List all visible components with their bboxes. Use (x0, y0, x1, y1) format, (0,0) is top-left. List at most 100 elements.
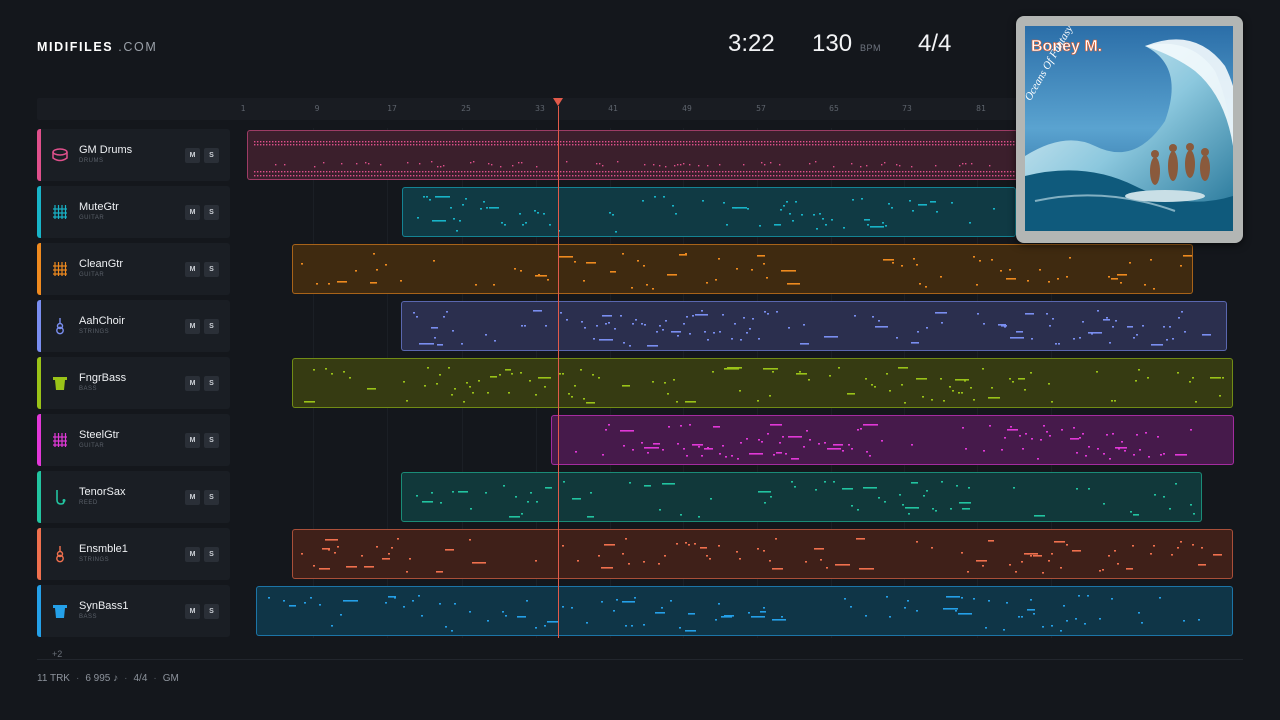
note (854, 315, 856, 317)
note (882, 222, 884, 224)
note (919, 283, 921, 285)
note (1144, 284, 1146, 286)
note (1198, 564, 1206, 566)
note (641, 323, 643, 325)
solo-button[interactable]: S (204, 205, 219, 220)
note (767, 171, 769, 173)
midi-clip-mutegtr[interactable] (402, 187, 1016, 237)
note (653, 141, 655, 143)
note (584, 144, 586, 146)
note (361, 555, 363, 557)
note (887, 175, 889, 177)
note (506, 144, 508, 146)
note (993, 208, 995, 210)
track-header-gm-drums[interactable]: GM Drums DRUMS M S (37, 129, 230, 181)
note (872, 175, 874, 177)
note (694, 543, 696, 545)
mute-button[interactable]: M (185, 262, 200, 277)
note (388, 596, 396, 598)
midi-clip-ensmble1[interactable] (292, 529, 1233, 579)
note (527, 171, 529, 173)
note (692, 444, 703, 446)
note (1033, 613, 1035, 615)
track-header-steelgtr[interactable]: SteelGtr GUITAR M S (37, 414, 230, 466)
solo-button[interactable]: S (204, 262, 219, 277)
note (641, 175, 643, 177)
track-header-tenorsax[interactable]: TenorSax REED M S (37, 471, 230, 523)
note (982, 368, 984, 370)
note (920, 171, 922, 173)
note (739, 558, 741, 560)
track-header-synbass1[interactable]: SynBass1 BASS M S (37, 585, 230, 637)
mute-button[interactable]: M (185, 604, 200, 619)
note (562, 373, 564, 375)
more-tracks-count[interactable]: +2 (52, 649, 63, 659)
note (254, 141, 256, 143)
note (685, 542, 687, 544)
midi-clip-gm-drums[interactable] (247, 130, 1018, 180)
track-header-fngrbass[interactable]: FngrBass BASS M S (37, 357, 230, 409)
note (1009, 564, 1011, 566)
note (473, 171, 475, 173)
note (751, 616, 765, 618)
mute-button[interactable]: M (185, 547, 200, 562)
solo-button[interactable]: S (204, 433, 219, 448)
midi-clip-tenorsax[interactable] (401, 472, 1202, 522)
note (632, 171, 634, 173)
note (737, 141, 739, 143)
mute-button[interactable]: M (185, 148, 200, 163)
note (635, 319, 637, 321)
solo-button[interactable]: S (204, 547, 219, 562)
note (686, 141, 688, 143)
note (884, 175, 886, 177)
track-header-aahchoir[interactable]: AahChoir STRINGS M S (37, 300, 230, 352)
note (443, 316, 445, 318)
solo-button[interactable]: S (204, 604, 219, 619)
note (701, 144, 703, 146)
mute-button[interactable]: M (185, 490, 200, 505)
note (456, 230, 458, 232)
midi-clip-synbass1[interactable] (256, 586, 1233, 636)
note (290, 141, 292, 143)
note (392, 144, 394, 146)
track-header-mutegtr[interactable]: MuteGtr GUITAR M S (37, 186, 230, 238)
midi-clip-cleangtr[interactable] (292, 244, 1193, 294)
solo-button[interactable]: S (204, 490, 219, 505)
note (487, 392, 489, 394)
track-header-ensmble1[interactable]: Ensmble1 STRINGS M S (37, 528, 230, 580)
playhead-marker[interactable] (553, 98, 563, 106)
mute-button[interactable]: M (185, 319, 200, 334)
midi-clip-steelgtr[interactable] (551, 415, 1234, 465)
midi-clip-fngrbass[interactable] (292, 358, 1233, 408)
note (680, 164, 682, 166)
midi-clip-aahchoir[interactable] (401, 301, 1227, 351)
mute-button[interactable]: M (185, 433, 200, 448)
note (731, 338, 733, 340)
note (940, 276, 942, 278)
note (872, 171, 874, 173)
timeline-ruler[interactable]: 1 9 17 25 33 41 49 57 65 73 81 (37, 98, 1243, 120)
solo-button[interactable]: S (204, 319, 219, 334)
footer-divider (37, 659, 1243, 660)
solo-button[interactable]: S (204, 148, 219, 163)
note (1130, 511, 1132, 513)
note (332, 175, 334, 177)
note (830, 141, 832, 143)
note (710, 141, 712, 143)
track-header-cleangtr[interactable]: CleanGtr GUITAR M S (37, 243, 230, 295)
mute-button[interactable]: M (185, 205, 200, 220)
mute-button[interactable]: M (185, 376, 200, 391)
note (824, 144, 826, 146)
note (1159, 597, 1161, 599)
solo-button[interactable]: S (204, 376, 219, 391)
note (797, 175, 799, 177)
note (413, 312, 415, 314)
playhead[interactable] (558, 106, 559, 638)
note (710, 171, 712, 173)
note (501, 222, 503, 224)
note (785, 144, 787, 146)
note (586, 262, 596, 264)
note (704, 144, 706, 146)
note (860, 428, 862, 430)
note (337, 281, 347, 283)
